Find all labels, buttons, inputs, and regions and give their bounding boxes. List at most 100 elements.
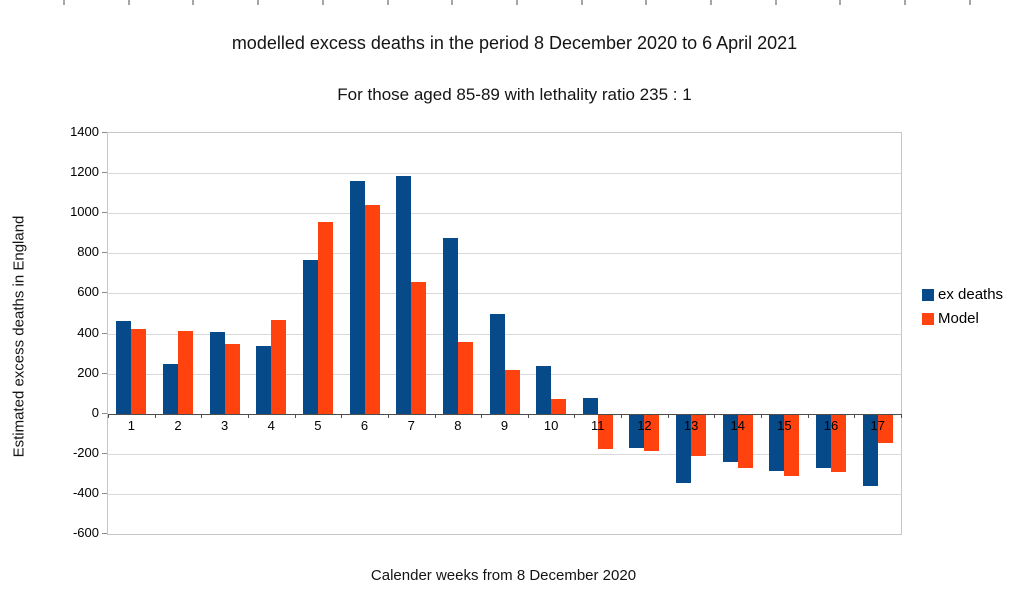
y-tick-label: -400 bbox=[72, 484, 99, 500]
legend-swatch-ex-deaths bbox=[922, 288, 934, 301]
chart-subtitle: For those aged 85-89 with lethality rati… bbox=[337, 85, 692, 104]
x-axis-tick bbox=[714, 413, 716, 418]
bar-model-week-2 bbox=[177, 331, 193, 414]
bar-ex-deaths-week-4 bbox=[256, 345, 272, 414]
legend-item-model: Model bbox=[922, 310, 1003, 327]
x-axis-tick bbox=[901, 413, 902, 418]
x-axis-tick bbox=[108, 413, 109, 418]
y-tick-label: 0 bbox=[91, 404, 99, 420]
bar-model-week-16 bbox=[831, 413, 847, 472]
x-category-label: 7 bbox=[407, 417, 415, 433]
x-axis-line bbox=[108, 413, 901, 415]
x-category-label: 9 bbox=[500, 417, 509, 433]
bar-model-week-14 bbox=[737, 413, 753, 468]
x-axis-title: Calender weeks from 8 December 2020 bbox=[370, 567, 637, 584]
gridline bbox=[108, 293, 901, 295]
bar-ex-deaths-week-1 bbox=[116, 321, 132, 414]
y-tick-label: -600 bbox=[72, 525, 99, 540]
gridline bbox=[108, 213, 901, 215]
bar-ex-deaths-week-15 bbox=[769, 413, 785, 471]
bar-model-week-9 bbox=[504, 369, 520, 414]
y-axis-title: Estimated excess deaths in England bbox=[10, 215, 28, 458]
x-axis-tick bbox=[621, 413, 623, 418]
bar-model-week-6 bbox=[364, 205, 380, 414]
legend-label-ex-deaths: ex deaths bbox=[938, 286, 1004, 303]
gridline bbox=[108, 453, 901, 455]
bar-model-week-8 bbox=[457, 341, 473, 414]
x-axis-tick bbox=[201, 413, 203, 418]
y-axis-tick bbox=[102, 252, 107, 254]
y-axis-tick bbox=[102, 332, 107, 334]
gridline bbox=[108, 253, 901, 255]
x-axis-tick bbox=[247, 413, 249, 418]
x-category-label: 17 bbox=[870, 417, 885, 433]
x-axis-tick bbox=[481, 413, 483, 418]
legend-label-model: Model bbox=[938, 310, 979, 327]
plot-area: 1 2 3 4 5 6 7 8 9 10 11 12 13 14 15 16 17 bbox=[107, 132, 902, 535]
ruler-tick bbox=[321, 0, 324, 5]
y-axis-tick bbox=[102, 452, 107, 454]
bar-ex-deaths-week-6 bbox=[349, 181, 365, 414]
bar-ex-deaths-week-16 bbox=[816, 413, 832, 468]
ruler-tick bbox=[904, 0, 907, 5]
x-category-label: 12 bbox=[637, 417, 652, 433]
x-axis-tick bbox=[294, 413, 296, 418]
x-category-label: 1 bbox=[127, 417, 135, 433]
bar-ex-deaths-week-11 bbox=[582, 397, 598, 414]
y-axis-tick bbox=[102, 212, 107, 214]
ruler-tick bbox=[451, 0, 454, 5]
y-tick-label: 1000 bbox=[70, 204, 99, 220]
x-axis-tick bbox=[387, 413, 389, 418]
bar-ex-deaths-week-7 bbox=[396, 176, 412, 414]
bar-ex-deaths-week-8 bbox=[442, 238, 458, 414]
x-axis-tick bbox=[434, 413, 436, 418]
bar-ex-deaths-week-10 bbox=[536, 365, 552, 414]
x-axis-tick bbox=[807, 413, 809, 418]
bar-model-week-17 bbox=[877, 413, 893, 443]
y-axis-tick bbox=[102, 533, 107, 534]
bar-model-week-1 bbox=[131, 329, 147, 414]
bar-model-week-11 bbox=[597, 413, 613, 449]
ruler-tick bbox=[63, 0, 65, 5]
bar-ex-deaths-week-17 bbox=[862, 413, 878, 486]
x-category-label: 2 bbox=[174, 417, 182, 433]
x-category-label: 13 bbox=[683, 417, 699, 433]
x-axis-tick bbox=[667, 413, 669, 418]
y-axis-tick bbox=[102, 292, 107, 294]
ruler-tick bbox=[386, 0, 389, 5]
bar-model-week-5 bbox=[317, 222, 333, 414]
bar-ex-deaths-week-5 bbox=[302, 260, 318, 414]
y-tick-label: 1400 bbox=[70, 124, 99, 139]
x-category-label: 4 bbox=[267, 417, 275, 433]
x-category-label: 3 bbox=[220, 417, 229, 433]
gridline bbox=[108, 173, 901, 175]
ruler-tick bbox=[774, 0, 777, 5]
ruler-tick bbox=[515, 0, 518, 5]
ruler-tick bbox=[839, 0, 842, 5]
ruler-tick bbox=[580, 0, 583, 5]
y-axis-tick bbox=[102, 492, 107, 494]
y-tick-label: 1200 bbox=[70, 164, 99, 180]
bar-ex-deaths-week-2 bbox=[162, 363, 178, 414]
y-axis-tick bbox=[102, 132, 107, 133]
y-tick-label: 200 bbox=[77, 364, 99, 380]
bar-model-week-4 bbox=[271, 320, 287, 414]
bar-model-week-7 bbox=[411, 282, 427, 414]
x-category-label: 5 bbox=[314, 417, 322, 433]
ruler-tick bbox=[257, 0, 260, 5]
bar-ex-deaths-week-12 bbox=[629, 413, 645, 448]
ruler-tick bbox=[710, 0, 712, 5]
ruler-tick bbox=[645, 0, 648, 5]
legend-item-ex-deaths: ex deaths bbox=[922, 286, 1003, 303]
x-category-label: 14 bbox=[730, 417, 745, 433]
y-tick-label: 600 bbox=[77, 284, 99, 300]
x-category-label: 15 bbox=[777, 417, 792, 433]
x-category-label: 8 bbox=[454, 417, 462, 433]
bar-model-week-10 bbox=[551, 398, 567, 414]
bar-ex-deaths-week-9 bbox=[489, 314, 505, 414]
x-axis-tick bbox=[854, 413, 856, 418]
ruler-tick bbox=[192, 0, 195, 5]
y-axis-tick bbox=[102, 172, 107, 174]
x-axis-tick bbox=[527, 413, 529, 418]
